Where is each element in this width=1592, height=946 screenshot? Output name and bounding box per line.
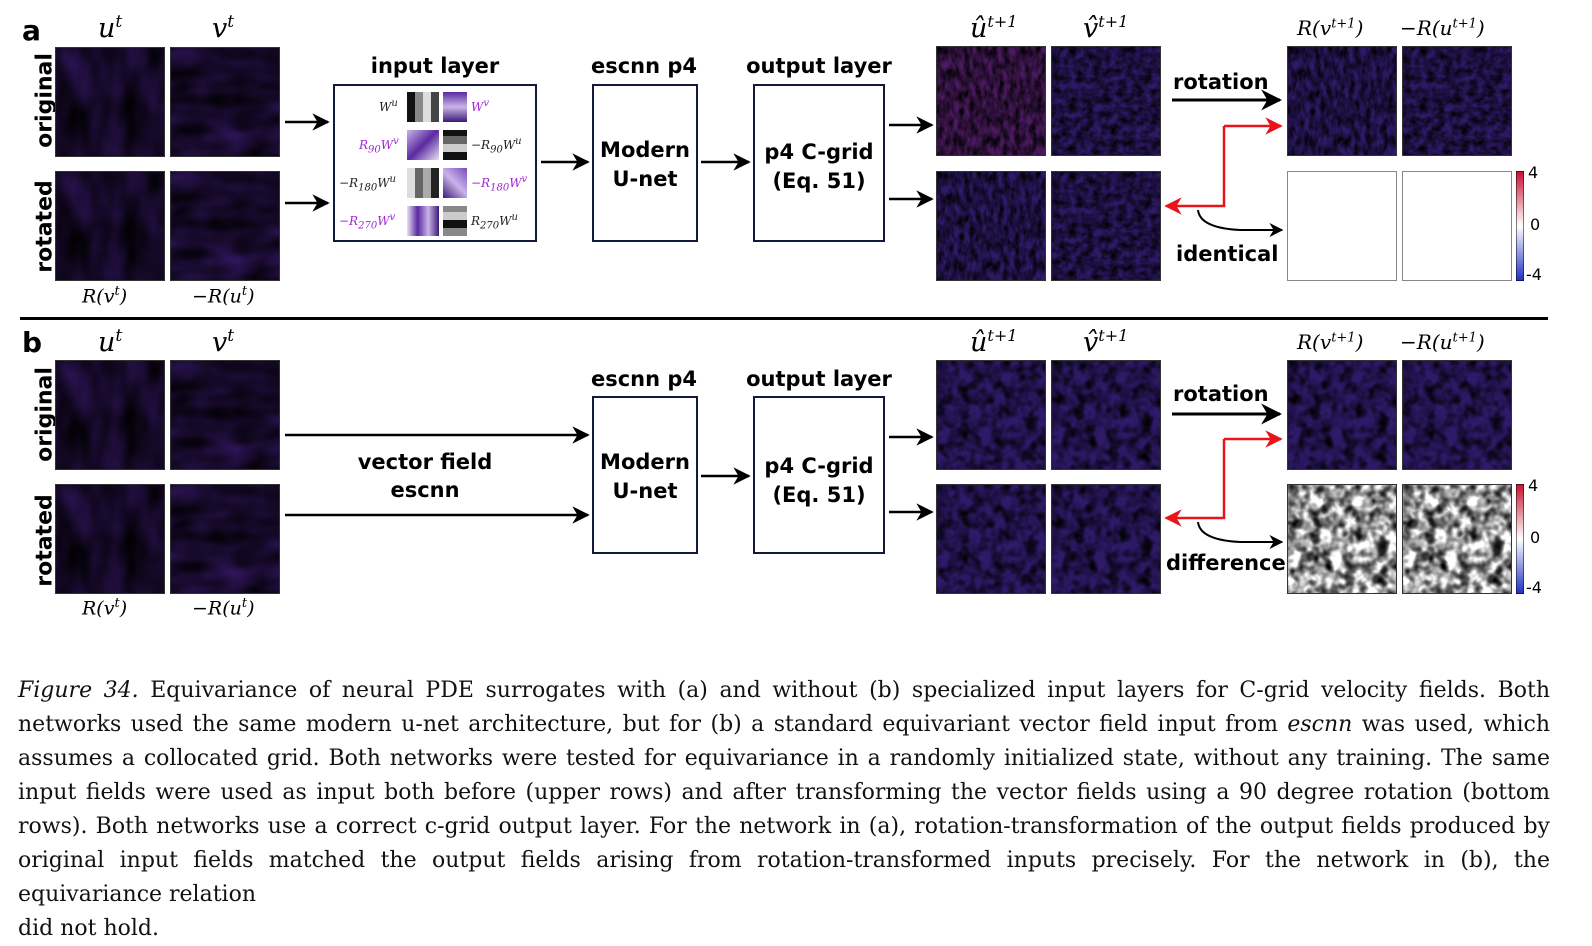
label-a-rotated-u: −R(ut) <box>192 284 255 308</box>
arrow-b-red-left <box>1164 439 1226 527</box>
caption-last-line: did not hold. <box>18 916 159 941</box>
output-header-vhat-a: v̂t+1 <box>1083 12 1129 44</box>
field-b-difference-1 <box>1287 484 1397 594</box>
field-b-out-rot-1 <box>936 484 1046 594</box>
result-header-mru-a: −R(ut+1) <box>1400 16 1485 40</box>
weight-label-wv: Wv <box>471 98 489 114</box>
field-b-rotated-2 <box>170 484 280 594</box>
field-a-rotated-1 <box>55 171 165 281</box>
colorbar-b <box>1516 484 1524 594</box>
weight-kernel-6 <box>443 168 467 198</box>
field-a-res-mru <box>1402 46 1512 156</box>
weight-kernel-4 <box>443 130 467 160</box>
field-b-out-orig-v <box>1051 360 1161 470</box>
field-b-out-rot-2 <box>1051 484 1161 594</box>
colorbar-b-tick-max: 4 <box>1528 476 1539 495</box>
panel-a-letter: a <box>22 14 41 47</box>
figure-caption: Figure 34. Equivariance of neural PDE su… <box>18 674 1550 946</box>
weight-label-r90wv: R90Wv <box>359 136 399 156</box>
weight-label-wu: Wu <box>379 98 398 114</box>
field-b-res-mru <box>1402 360 1512 470</box>
field-a-identical-2 <box>1402 171 1512 281</box>
unet-box-b: Modern U-net <box>592 396 698 554</box>
field-b-res-rv <box>1287 360 1397 470</box>
input-header-v-b: vt <box>212 326 235 358</box>
field-a-res-rv <box>1287 46 1397 156</box>
field-b-original-v <box>170 360 280 470</box>
output-header-uhat-a: ût+1 <box>970 12 1018 44</box>
input-header-v: vt <box>212 12 235 44</box>
colorbar-b-tick-zero: 0 <box>1530 528 1541 547</box>
weight-label-mr180wv: −R180Wv <box>471 174 528 194</box>
input-layer-box: Wu Wv R90Wv −R90Wu −R180Wu −R180Wv −R270… <box>333 84 537 242</box>
unet-label-a: Modern U-net <box>600 138 690 191</box>
arrows-overlay <box>285 89 1284 549</box>
weight-label-mr270wv: −R270Wv <box>339 212 396 232</box>
weight-kernel-5 <box>407 168 439 198</box>
field-b-difference-2 <box>1402 484 1512 594</box>
weight-label-mr180wu: −R180Wu <box>339 174 396 194</box>
field-a-out-rot-2 <box>1051 171 1161 281</box>
field-b-out-orig-u <box>936 360 1046 470</box>
label-b-rotated-u: −R(ut) <box>192 596 255 620</box>
output-layer-title-a: output layer <box>746 54 892 78</box>
field-a-original-u <box>55 47 165 157</box>
rotation-label-a: rotation <box>1173 70 1269 94</box>
caption-escnn: escnn <box>1287 712 1353 737</box>
vector-field-escnn-label: vector field escnn <box>357 450 493 502</box>
field-a-out-rot-1 <box>936 171 1046 281</box>
rotation-label-b: rotation <box>1173 382 1269 406</box>
label-a-rotated-v: R(vt) <box>82 284 128 308</box>
field-a-rotated-2 <box>170 171 280 281</box>
input-header-u: ut <box>98 12 123 44</box>
arrow-b-difference <box>1197 521 1284 549</box>
cgrid-label-a: p4 C-grid (Eq. 51) <box>764 140 874 193</box>
cgrid-label-b: p4 C-grid (Eq. 51) <box>764 454 874 507</box>
label-b-rotated-v: R(vt) <box>82 596 128 620</box>
result-header-rv-a: R(vt+1) <box>1297 16 1364 40</box>
output-header-vhat-b: v̂t+1 <box>1083 326 1129 358</box>
arrow-a-identical <box>1197 209 1284 237</box>
field-a-out-orig-v <box>1051 46 1161 156</box>
cgrid-box-b: p4 C-grid (Eq. 51) <box>753 396 885 554</box>
field-b-original-u <box>55 360 165 470</box>
caption-label: Figure 34. <box>18 678 139 703</box>
unet-label-b: Modern U-net <box>600 450 690 503</box>
input-layer-title: input layer <box>370 54 500 78</box>
colorbar-a-tick-zero: 0 <box>1530 215 1541 234</box>
field-a-out-orig-u <box>936 46 1046 156</box>
panel-b-letter: b <box>22 326 43 359</box>
input-header-u-b: ut <box>98 326 123 358</box>
result-header-rv-b: R(vt+1) <box>1297 330 1364 354</box>
weight-label-r270wu: R270Wu <box>471 212 518 232</box>
weight-kernel-2 <box>443 92 467 122</box>
weight-kernel-7 <box>407 206 439 236</box>
caption-text-1: Equivariance of neural PDE surrogates wi… <box>18 678 1550 737</box>
escnn-title-b: escnn p4 <box>590 367 698 391</box>
arrow-a-red-left <box>1164 126 1226 215</box>
colorbar-a <box>1516 171 1524 281</box>
difference-label-b: difference <box>1166 551 1286 575</box>
weight-kernel-3 <box>407 130 439 160</box>
colorbar-a-tick-max: 4 <box>1528 163 1539 182</box>
escnn-title-a: escnn p4 <box>590 54 698 78</box>
field-b-rotated-1 <box>55 484 165 594</box>
caption-text-2: was used, which assumes a collocated gri… <box>18 712 1550 907</box>
output-header-uhat-b: ût+1 <box>970 326 1018 358</box>
colorbar-a-tick-min: -4 <box>1526 265 1542 284</box>
unet-box-a: Modern U-net <box>592 84 698 242</box>
colorbar-b-tick-min: -4 <box>1526 578 1542 597</box>
output-layer-title-b: output layer <box>746 367 892 391</box>
cgrid-box-a: p4 C-grid (Eq. 51) <box>753 84 885 242</box>
weight-kernel-1 <box>407 92 439 122</box>
field-a-identical-1 <box>1287 171 1397 281</box>
result-header-mru-b: −R(ut+1) <box>1400 330 1485 354</box>
panel-divider <box>20 317 1548 320</box>
weight-kernel-8 <box>443 206 467 236</box>
weight-label-mr90wu: −R90Wu <box>471 136 522 156</box>
identical-label-a: identical <box>1176 242 1279 266</box>
field-a-original-v <box>170 47 280 157</box>
